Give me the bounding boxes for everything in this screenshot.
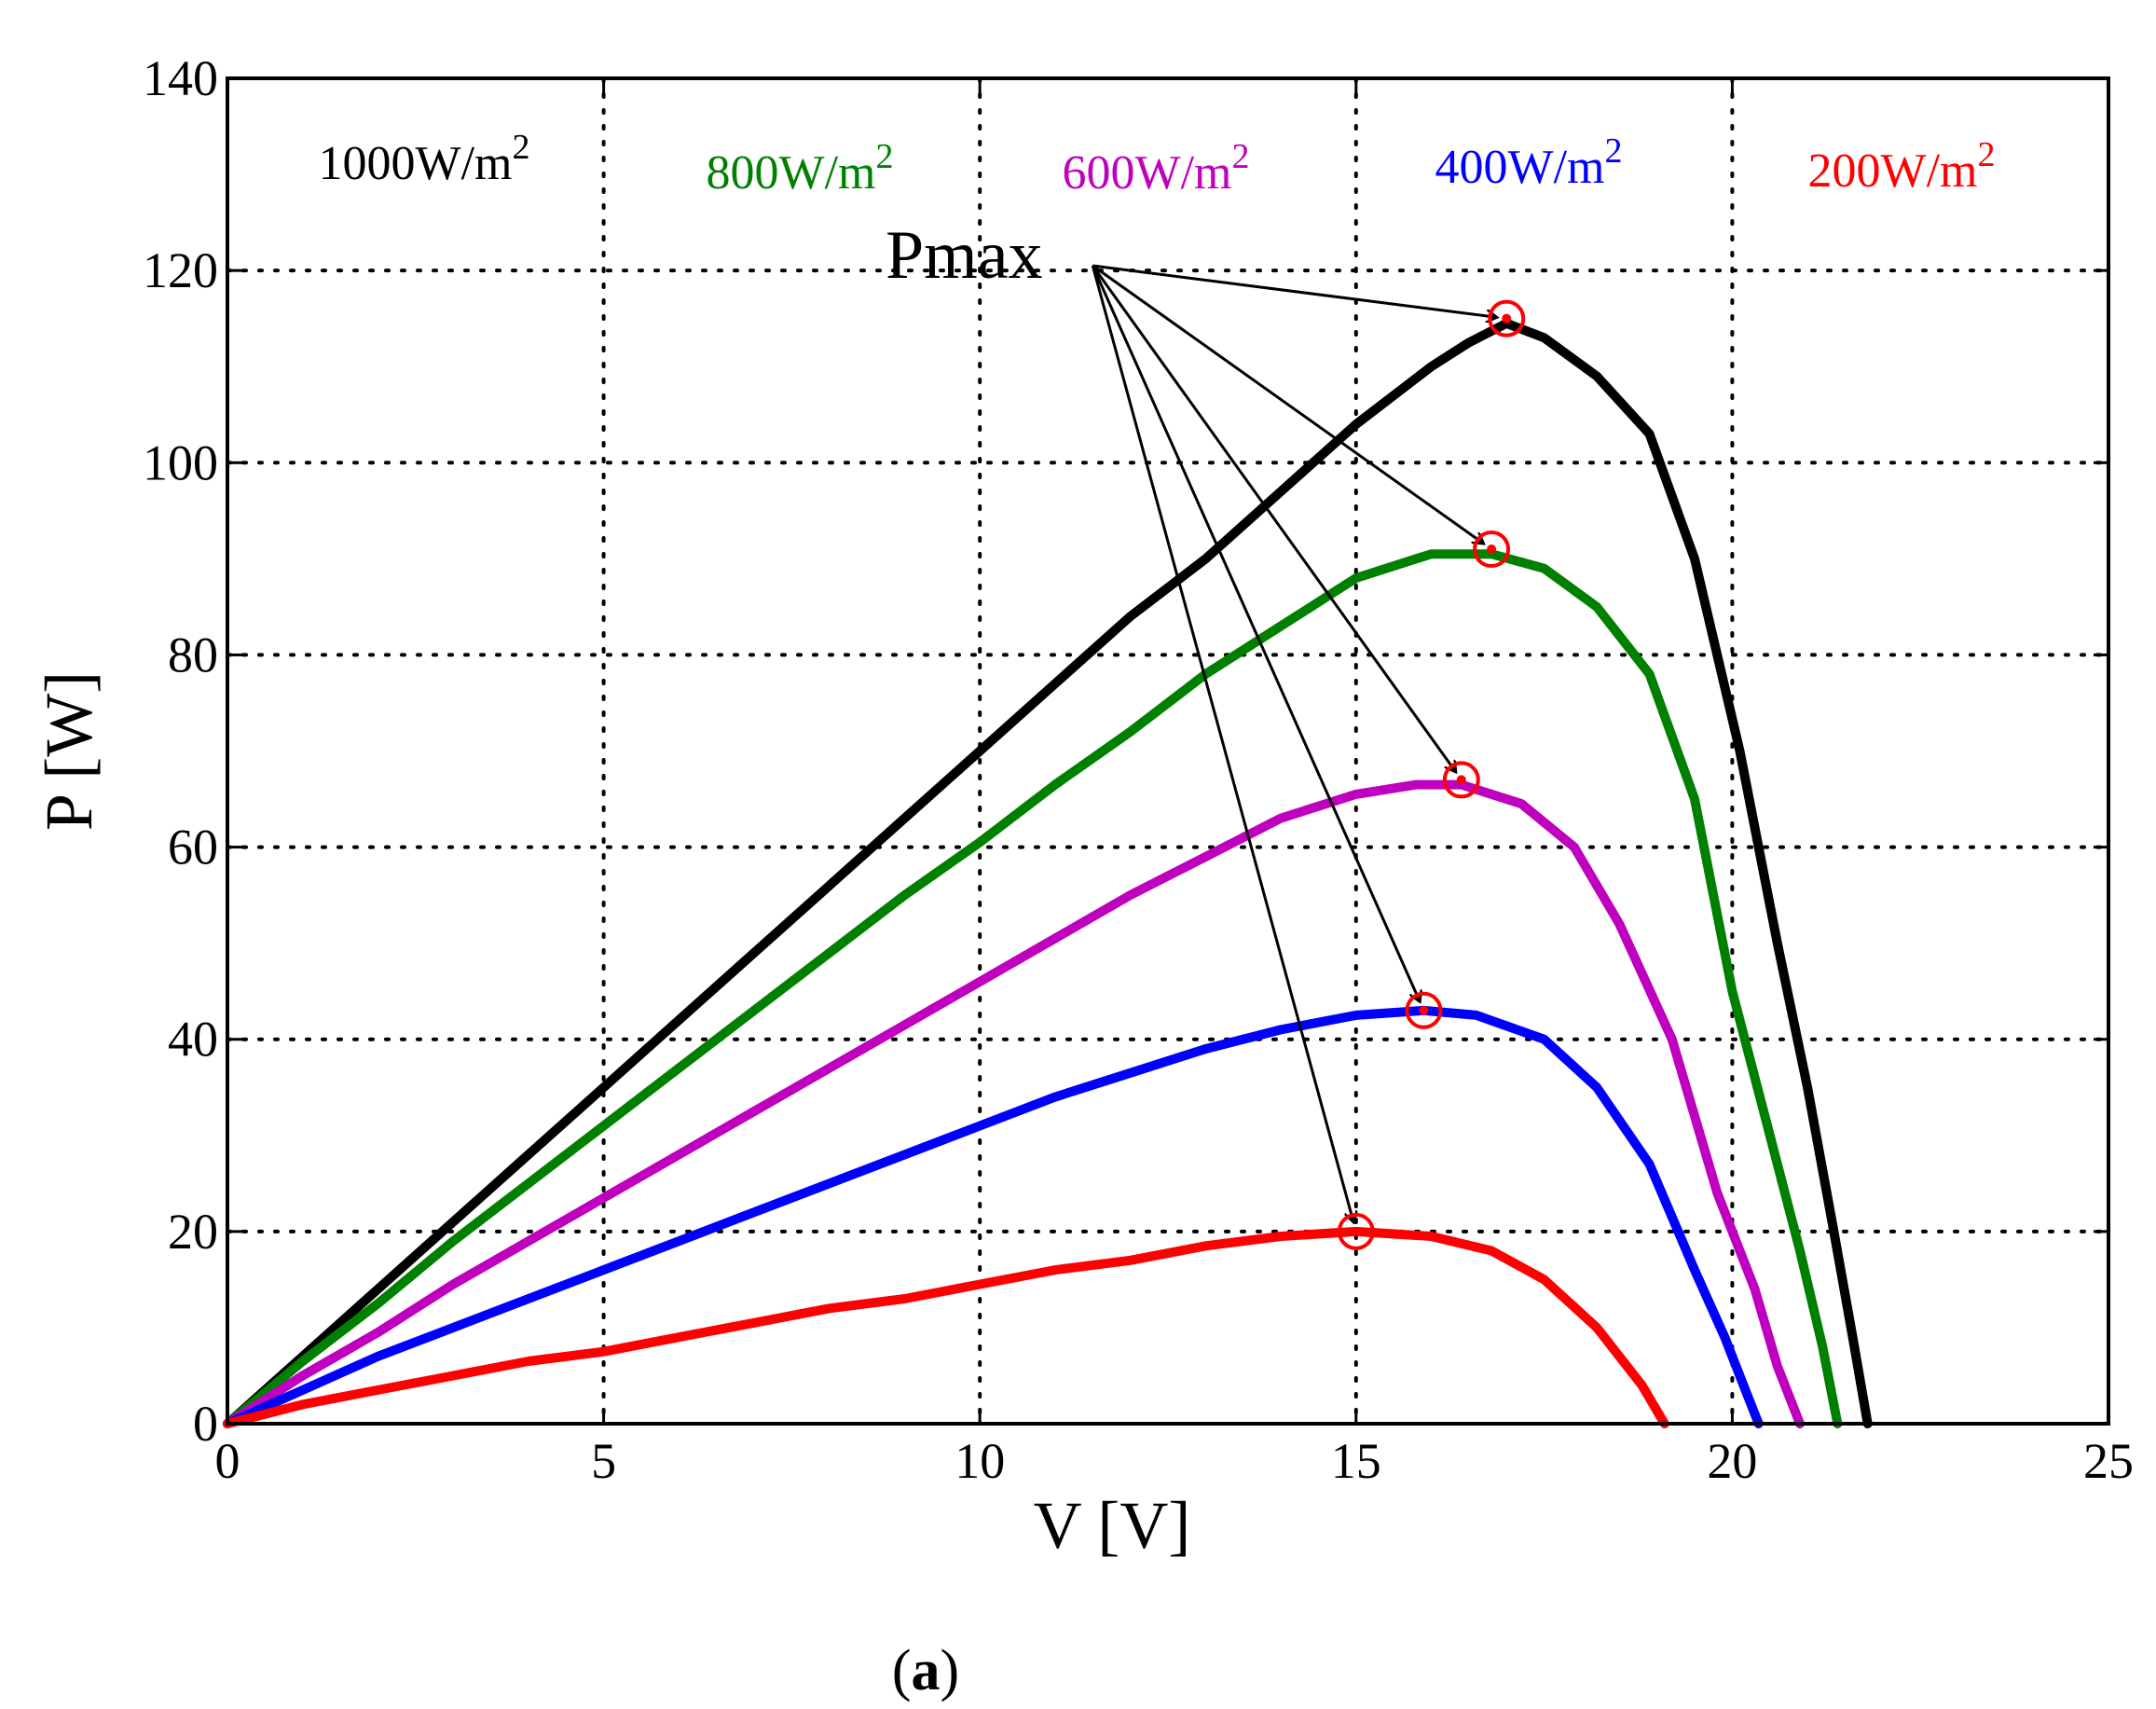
pmax-circle (1442, 761, 1480, 799)
pmax-circle (1405, 991, 1443, 1029)
y-tick-label: 120 (143, 242, 218, 298)
y-tick-label: 80 (168, 627, 218, 682)
plot-frame (226, 76, 2110, 1426)
series-line (223, 318, 1873, 1428)
caption-open: ( (892, 1639, 912, 1702)
pmax-arrow (1091, 265, 1353, 1222)
legend-label: 1000W/m2 (319, 128, 530, 190)
pmax-point (1502, 313, 1512, 324)
pmax-point (1487, 544, 1497, 555)
x-tick-label: 15 (1331, 1433, 1381, 1489)
pmax-circle (1337, 1212, 1375, 1250)
legend-label: 600W/m2 (1063, 137, 1250, 200)
series-layer (223, 318, 1873, 1428)
pmax-arrow (1092, 264, 1484, 544)
legend-label: 400W/m2 (1435, 131, 1623, 194)
pmax-arrow (1092, 265, 1456, 772)
x-axis-title: V [V] (1034, 1488, 1191, 1563)
tick-layer: 0 5 10 15 20 25 0 20 40 60 80 100 120 140 (143, 50, 2134, 1489)
y-tick-label: 20 (168, 1204, 218, 1260)
pmax-arrows (1091, 264, 1497, 1222)
series-line (223, 1226, 1669, 1428)
legend-label: 800W/m2 (707, 137, 894, 200)
pmax-point (1351, 1226, 1361, 1236)
grid-layer (226, 76, 2110, 1426)
pmax-arrow (1091, 265, 1420, 1002)
y-axis-title: P [W] (32, 671, 106, 831)
x-tick-label: 20 (1707, 1433, 1757, 1489)
x-tick-label: 0 (215, 1433, 240, 1489)
y-tick-label: 140 (143, 50, 218, 106)
pmax-circle (1473, 531, 1511, 569)
y-tick-label: 60 (168, 820, 218, 875)
caption-letter: a (912, 1639, 941, 1702)
figure-caption: (a) (892, 1639, 959, 1702)
series-line (223, 779, 1805, 1428)
pmax-label: Pmax (886, 217, 1043, 294)
y-tick-label: 0 (193, 1396, 218, 1452)
series-line (223, 1005, 1764, 1428)
legend-label: 200W/m2 (1808, 135, 1996, 198)
x-tick-label: 25 (2083, 1433, 2134, 1489)
y-tick-label: 40 (168, 1012, 218, 1068)
y-tick-label: 100 (143, 434, 218, 490)
pmax-markers (1337, 299, 1526, 1250)
x-tick-label: 5 (591, 1433, 616, 1489)
legend-layer: 1000W/m2 800W/m2 600W/m2 400W/m2 200W/m2 (319, 128, 1996, 200)
pmax-point (1456, 775, 1466, 785)
pmax-arrow (1092, 264, 1497, 317)
x-tick-label: 10 (954, 1433, 1005, 1489)
series-line (223, 549, 1843, 1428)
pmax-point (1419, 1005, 1429, 1015)
caption-close: ) (941, 1639, 960, 1702)
pmax-circle (1488, 299, 1526, 338)
